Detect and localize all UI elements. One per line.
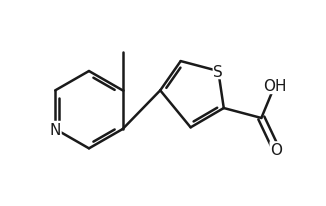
Text: OH: OH <box>263 79 286 94</box>
Text: N: N <box>50 122 61 137</box>
Text: O: O <box>270 142 282 157</box>
Text: S: S <box>214 64 223 79</box>
